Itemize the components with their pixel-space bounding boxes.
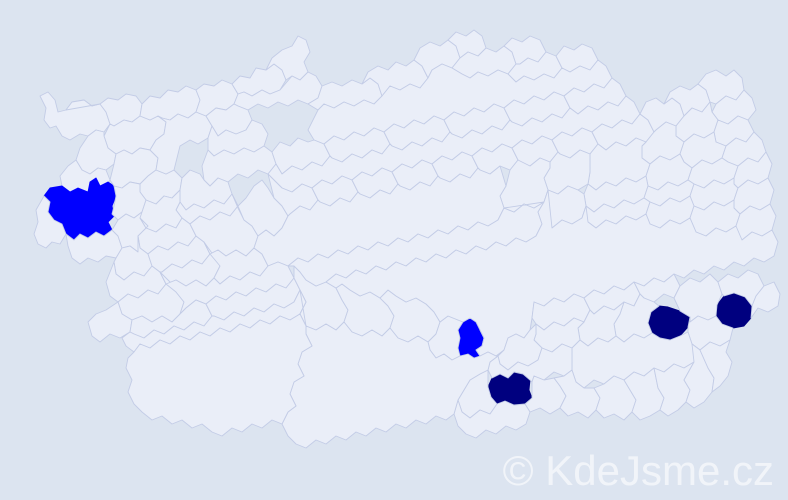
district[interactable] [65,93,143,127]
district[interactable] [281,289,499,449]
district[interactable] [683,343,715,409]
district[interactable] [149,111,213,175]
district[interactable] [87,301,133,343]
district[interactable] [33,195,67,249]
district[interactable] [39,91,111,141]
district[interactable] [487,343,573,383]
district[interactable] [125,313,313,437]
district[interactable] [699,339,733,393]
district[interactable] [139,85,201,121]
district[interactable] [750,281,781,319]
district-layer [33,29,781,449]
district[interactable] [265,35,311,81]
district[interactable] [453,399,531,439]
